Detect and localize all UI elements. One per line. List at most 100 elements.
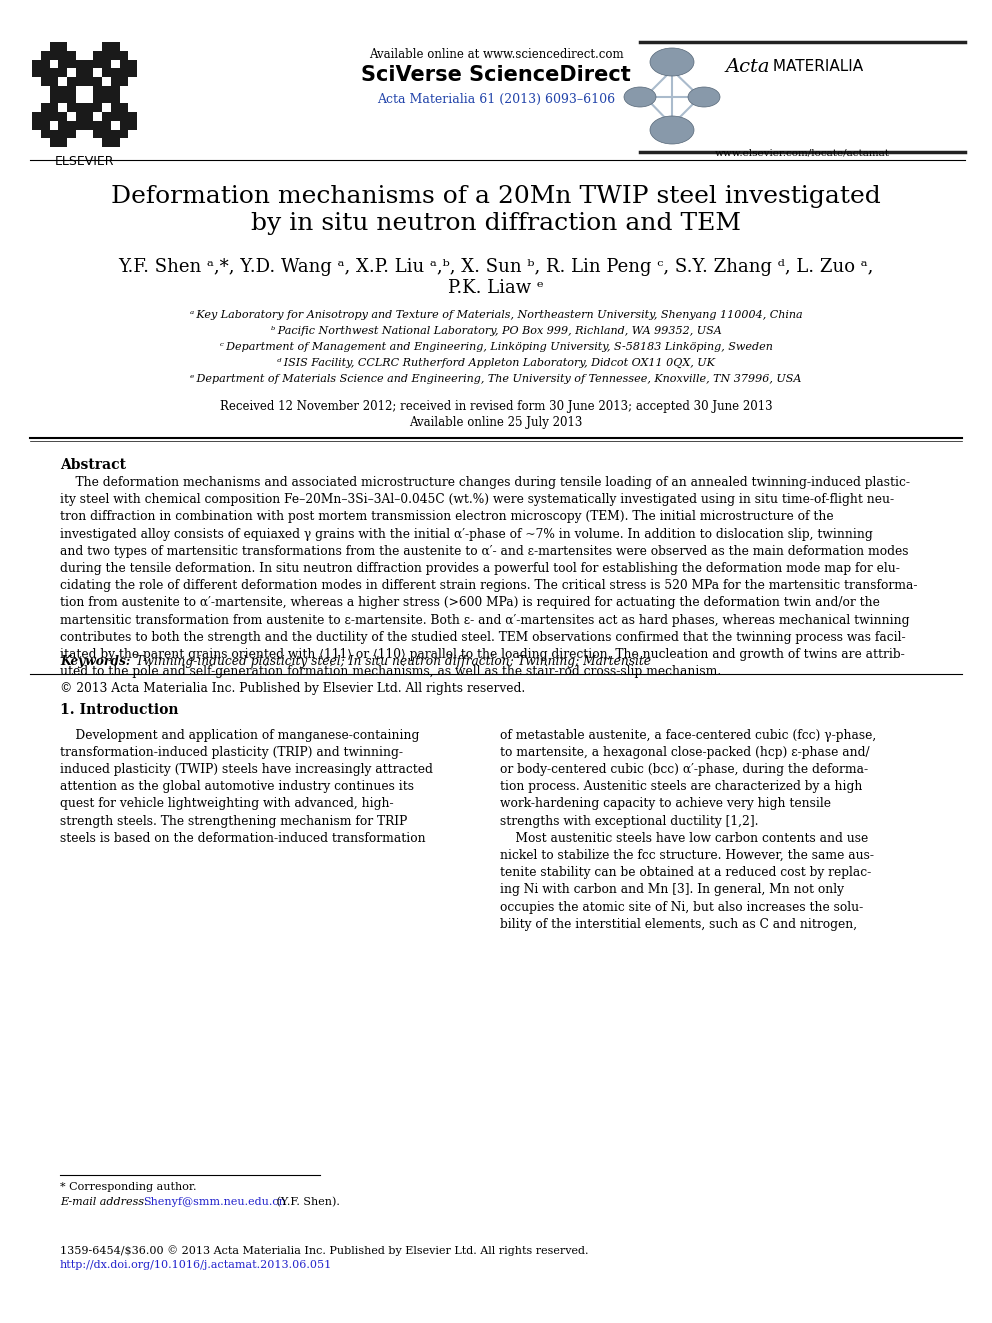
Bar bbox=[50, 69, 59, 77]
Text: ᵈ ISIS Facility, CCLRC Rutherford Appleton Laboratory, Didcot OX11 0QX, UK: ᵈ ISIS Facility, CCLRC Rutherford Applet… bbox=[277, 359, 715, 368]
Bar bbox=[119, 77, 128, 86]
Bar bbox=[75, 69, 84, 77]
Text: Abstract: Abstract bbox=[60, 458, 126, 472]
Text: Acta: Acta bbox=[725, 58, 770, 75]
Bar bbox=[59, 94, 67, 103]
Bar bbox=[32, 69, 41, 77]
Ellipse shape bbox=[688, 87, 720, 107]
Bar bbox=[59, 138, 67, 147]
Text: by in situ neutron diffraction and TEM: by in situ neutron diffraction and TEM bbox=[251, 212, 741, 235]
Bar bbox=[50, 42, 59, 50]
Bar bbox=[67, 120, 75, 130]
Bar bbox=[102, 60, 111, 69]
Bar bbox=[32, 112, 41, 120]
Bar bbox=[75, 112, 84, 120]
Bar bbox=[111, 130, 119, 138]
Bar bbox=[111, 42, 119, 50]
Text: * Corresponding author.: * Corresponding author. bbox=[60, 1181, 196, 1192]
Text: 1. Introduction: 1. Introduction bbox=[60, 704, 179, 717]
Bar bbox=[111, 77, 119, 86]
Bar bbox=[111, 103, 119, 112]
Bar bbox=[102, 69, 111, 77]
Text: of metastable austenite, a face-centered cubic (fcc) γ-phase,
to martensite, a h: of metastable austenite, a face-centered… bbox=[500, 729, 876, 930]
Text: Deformation mechanisms of a 20Mn TWIP steel investigated: Deformation mechanisms of a 20Mn TWIP st… bbox=[111, 185, 881, 208]
Bar bbox=[111, 86, 119, 94]
Bar bbox=[50, 86, 59, 94]
Bar bbox=[67, 86, 75, 94]
Bar bbox=[93, 50, 102, 60]
Bar bbox=[93, 77, 102, 86]
Bar bbox=[93, 130, 102, 138]
Text: Y.F. Shen ᵃ,*, Y.D. Wang ᵃ, X.P. Liu ᵃ,ᵇ, X. Sun ᵇ, R. Lin Peng ᶜ, S.Y. Zhang ᵈ,: Y.F. Shen ᵃ,*, Y.D. Wang ᵃ, X.P. Liu ᵃ,ᵇ… bbox=[118, 258, 874, 277]
Bar bbox=[84, 120, 93, 130]
Bar bbox=[41, 77, 50, 86]
Bar bbox=[84, 77, 93, 86]
Bar bbox=[93, 120, 102, 130]
Text: ELSEVIER: ELSEVIER bbox=[55, 155, 114, 168]
Text: Shenyf@smm.neu.edu.cn: Shenyf@smm.neu.edu.cn bbox=[143, 1197, 286, 1207]
Bar bbox=[75, 103, 84, 112]
Bar bbox=[59, 42, 67, 50]
Text: ᵃ Key Laboratory for Anisotropy and Texture of Materials, Northeastern Universit: ᵃ Key Laboratory for Anisotropy and Text… bbox=[189, 310, 803, 320]
Bar bbox=[59, 50, 67, 60]
Text: (Y.F. Shen).: (Y.F. Shen). bbox=[273, 1197, 340, 1208]
Ellipse shape bbox=[650, 48, 694, 75]
Ellipse shape bbox=[650, 116, 694, 144]
Bar bbox=[119, 103, 128, 112]
Bar bbox=[111, 69, 119, 77]
Bar bbox=[128, 60, 137, 69]
Bar bbox=[119, 69, 128, 77]
Bar bbox=[67, 103, 75, 112]
Bar bbox=[102, 86, 111, 94]
Bar bbox=[41, 103, 50, 112]
Bar bbox=[50, 103, 59, 112]
Bar bbox=[111, 50, 119, 60]
Bar bbox=[59, 112, 67, 120]
Text: Acta Materialia 61 (2013) 6093–6106: Acta Materialia 61 (2013) 6093–6106 bbox=[377, 93, 615, 106]
Bar bbox=[84, 103, 93, 112]
Bar bbox=[59, 60, 67, 69]
Bar bbox=[119, 60, 128, 69]
Text: P.K. Liaw ᵉ: P.K. Liaw ᵉ bbox=[448, 279, 544, 296]
Bar bbox=[50, 50, 59, 60]
Bar bbox=[84, 112, 93, 120]
Bar bbox=[41, 60, 50, 69]
Bar bbox=[75, 120, 84, 130]
Bar bbox=[93, 60, 102, 69]
Bar bbox=[59, 120, 67, 130]
Bar bbox=[32, 120, 41, 130]
Bar bbox=[119, 120, 128, 130]
Bar bbox=[102, 50, 111, 60]
Text: SciVerse ScienceDirect: SciVerse ScienceDirect bbox=[361, 65, 631, 85]
Text: Twinning-induced plasticity steel; In situ neutron diffraction; Twinning; Marten: Twinning-induced plasticity steel; In si… bbox=[128, 655, 651, 668]
Bar bbox=[67, 94, 75, 103]
Text: MATERIALIA: MATERIALIA bbox=[768, 60, 863, 74]
Text: Available online at www.sciencedirect.com: Available online at www.sciencedirect.co… bbox=[369, 48, 623, 61]
Text: ᶜ Department of Management and Engineering, Linköping University, S-58183 Linköp: ᶜ Department of Management and Engineeri… bbox=[219, 343, 773, 352]
Bar bbox=[41, 69, 50, 77]
Bar bbox=[75, 77, 84, 86]
Bar bbox=[102, 112, 111, 120]
Bar bbox=[128, 69, 137, 77]
Text: ᵉ Department of Materials Science and Engineering, The University of Tennessee, : ᵉ Department of Materials Science and En… bbox=[190, 374, 802, 384]
Text: 1359-6454/$36.00 © 2013 Acta Materialia Inc. Published by Elsevier Ltd. All righ: 1359-6454/$36.00 © 2013 Acta Materialia … bbox=[60, 1245, 588, 1256]
Bar bbox=[111, 112, 119, 120]
Bar bbox=[119, 50, 128, 60]
Text: ᵇ Pacific Northwest National Laboratory, PO Box 999, Richland, WA 99352, USA: ᵇ Pacific Northwest National Laboratory,… bbox=[271, 325, 721, 336]
Bar bbox=[119, 112, 128, 120]
Bar bbox=[119, 130, 128, 138]
Bar bbox=[41, 50, 50, 60]
Bar bbox=[75, 60, 84, 69]
Bar bbox=[111, 138, 119, 147]
Bar bbox=[67, 60, 75, 69]
Text: www.elsevier.com/locate/actamat: www.elsevier.com/locate/actamat bbox=[714, 148, 890, 157]
Bar bbox=[102, 120, 111, 130]
Bar bbox=[50, 77, 59, 86]
Bar bbox=[59, 69, 67, 77]
Bar bbox=[128, 120, 137, 130]
Bar bbox=[93, 103, 102, 112]
Bar bbox=[102, 130, 111, 138]
Text: Available online 25 July 2013: Available online 25 July 2013 bbox=[410, 415, 582, 429]
Bar bbox=[84, 69, 93, 77]
Bar bbox=[84, 60, 93, 69]
